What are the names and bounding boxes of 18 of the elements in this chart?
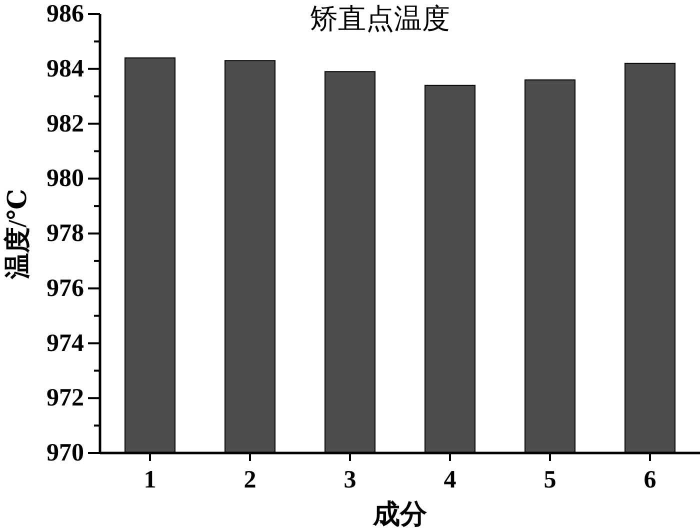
y-tick-label: 976 — [46, 274, 84, 302]
x-tick-label: 5 — [544, 466, 556, 494]
x-tick-label: 3 — [344, 466, 356, 494]
y-tick-label: 972 — [46, 384, 84, 412]
y-axis-title: 温度/℃ — [3, 188, 32, 280]
x-tick-label: 4 — [444, 466, 457, 494]
x-tick-label: 1 — [144, 466, 156, 494]
x-tick-label: 2 — [244, 466, 256, 494]
y-tick-label: 980 — [46, 165, 84, 192]
x-tick-label: 6 — [644, 466, 656, 494]
y-tick-label: 978 — [46, 220, 84, 247]
x-axis-title: 成分 — [373, 499, 427, 529]
y-tick-label: 986 — [46, 0, 84, 28]
y-tick-label: 974 — [46, 330, 84, 357]
y-tick-label: 970 — [46, 440, 84, 466]
chart-title: 矫直点温度 — [310, 4, 450, 35]
y-tick-label: 982 — [46, 110, 84, 138]
y-tick-label: 984 — [46, 55, 84, 82]
